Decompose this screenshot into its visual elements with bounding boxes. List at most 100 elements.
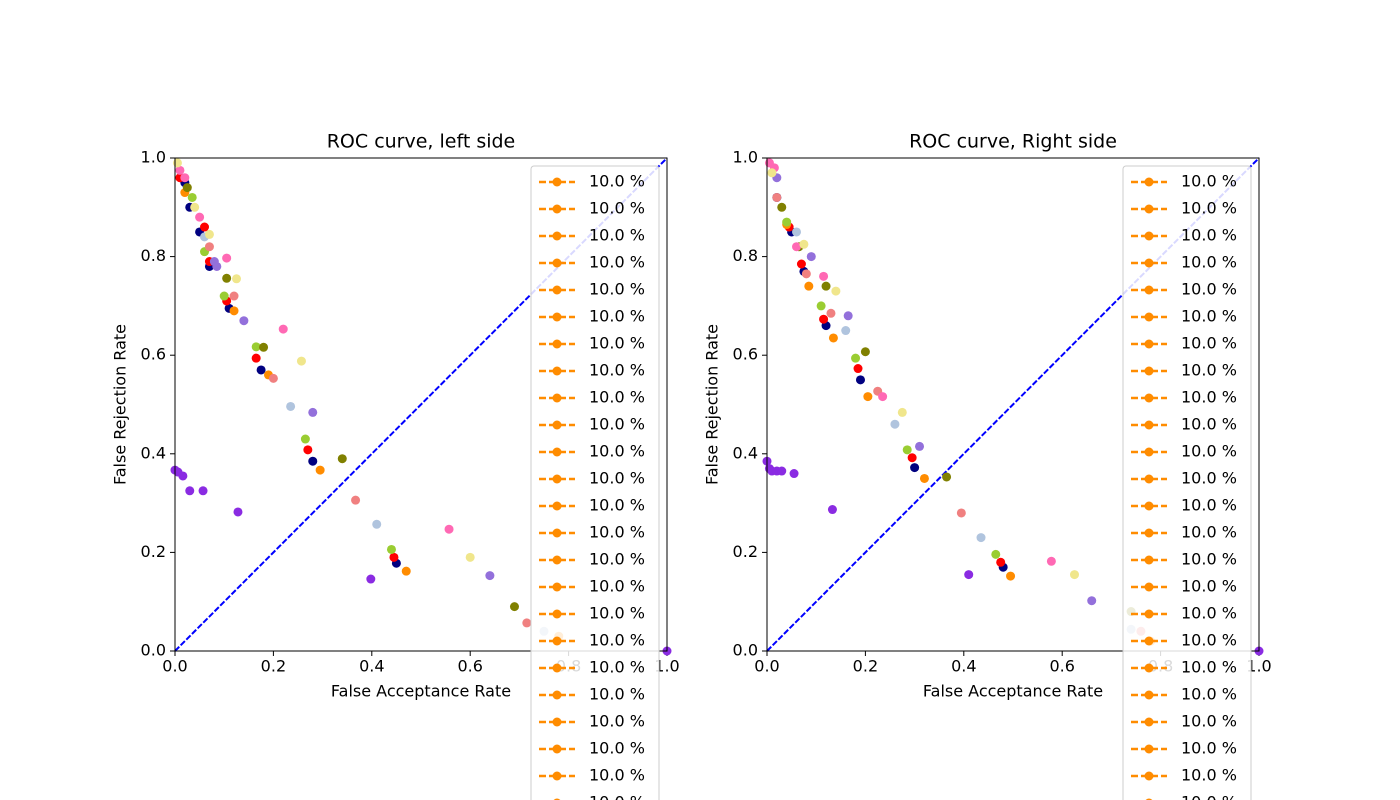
point — [251, 353, 261, 363]
point — [828, 333, 838, 343]
point — [444, 524, 454, 534]
chart-title: ROC curve, left side — [327, 131, 516, 153]
legend-marker — [1144, 609, 1154, 619]
point — [315, 465, 325, 475]
legend-marker — [552, 771, 562, 781]
point — [863, 392, 873, 402]
legend-label: 10.0 % — [589, 415, 645, 434]
legend-label: 10.0 % — [1181, 550, 1237, 569]
point — [465, 552, 475, 562]
axes-frame — [766, 157, 1260, 652]
point — [212, 261, 222, 271]
legend-label: 10.0 % — [589, 280, 645, 299]
legend-marker — [1144, 204, 1154, 214]
legend-marker — [1144, 528, 1154, 538]
point — [826, 308, 836, 318]
point — [910, 463, 920, 473]
axes-frame — [174, 157, 668, 652]
chart-title: ROC curve, Right side — [909, 131, 1117, 153]
point — [233, 507, 243, 517]
legend-label: 10.0 % — [589, 550, 645, 569]
legend-label: 10.0 % — [1181, 253, 1237, 272]
legend-marker — [1144, 258, 1154, 268]
legend-label: 10.0 % — [1181, 658, 1237, 677]
point — [789, 469, 799, 479]
legend-label: 10.0 % — [1181, 226, 1237, 245]
legend-label: 10.0 % — [589, 442, 645, 461]
point — [366, 574, 376, 584]
y-tick-label: 0.2 — [733, 542, 758, 561]
legend-label: 10.0 % — [589, 631, 645, 650]
legend-marker — [1144, 285, 1154, 295]
point — [806, 252, 816, 262]
legend-label: 10.0 % — [1181, 199, 1237, 218]
point — [232, 274, 241, 284]
point — [782, 217, 792, 227]
legend-marker — [552, 717, 562, 727]
point — [187, 192, 197, 202]
point — [286, 401, 296, 411]
point — [907, 453, 917, 463]
legend-marker — [1144, 420, 1154, 430]
point — [401, 566, 411, 576]
legend-marker — [1144, 177, 1154, 187]
point — [821, 281, 831, 291]
legend-label: 10.0 % — [1181, 712, 1237, 731]
legend-marker — [1144, 744, 1154, 754]
x-tick-label: 0.0 — [754, 657, 779, 676]
point — [278, 324, 288, 334]
y-tick-label: 1.0 — [141, 148, 166, 167]
point — [222, 273, 232, 283]
point — [890, 419, 900, 429]
point — [841, 326, 851, 336]
point — [915, 441, 925, 451]
point — [372, 519, 382, 529]
legend-marker — [1144, 474, 1154, 484]
point — [509, 602, 519, 612]
legend-marker — [552, 420, 562, 430]
legend-label: 10.0 % — [589, 685, 645, 704]
x-tick-label: 0.4 — [359, 657, 384, 676]
point — [897, 407, 907, 417]
legend-label: 10.0 % — [1181, 280, 1237, 299]
point — [303, 445, 313, 455]
legend-marker — [1144, 366, 1154, 376]
legend-marker — [552, 690, 562, 700]
point — [777, 202, 787, 212]
legend-marker — [552, 177, 562, 187]
legend-label: 10.0 % — [1181, 496, 1237, 515]
x-tick-label: 0.6 — [457, 657, 482, 676]
point — [190, 202, 200, 212]
legend-marker — [552, 204, 562, 214]
legend-label: 10.0 % — [1181, 388, 1237, 407]
point — [816, 301, 826, 311]
legend-marker — [552, 393, 562, 403]
x-tick-label: 0.2 — [853, 657, 878, 676]
y-tick-label: 1.0 — [733, 148, 758, 167]
x-axis-label: False Acceptance Rate — [331, 682, 511, 701]
point — [853, 364, 863, 374]
legend-label: 10.0 % — [589, 658, 645, 677]
point — [172, 158, 182, 168]
y-axis-label: False Rejection Rate — [111, 324, 130, 485]
point — [351, 495, 361, 505]
legend-marker — [552, 285, 562, 295]
point — [796, 259, 806, 269]
legend-label: 10.0 % — [1181, 577, 1237, 596]
legend-marker — [1144, 636, 1154, 646]
legend-label: 10.0 % — [1181, 604, 1237, 623]
legend-marker — [552, 555, 562, 565]
legend-marker — [552, 528, 562, 538]
legend-label: 10.0 % — [1181, 307, 1237, 326]
legend-marker — [552, 366, 562, 376]
point — [819, 314, 829, 324]
y-tick-label: 0.0 — [733, 641, 758, 660]
point — [843, 311, 853, 321]
legend-label: 10.0 % — [1181, 685, 1237, 704]
y-tick-label: 0.4 — [141, 443, 166, 462]
point — [1070, 570, 1079, 580]
legend-label: 10.0 % — [589, 496, 645, 515]
point — [178, 471, 188, 481]
